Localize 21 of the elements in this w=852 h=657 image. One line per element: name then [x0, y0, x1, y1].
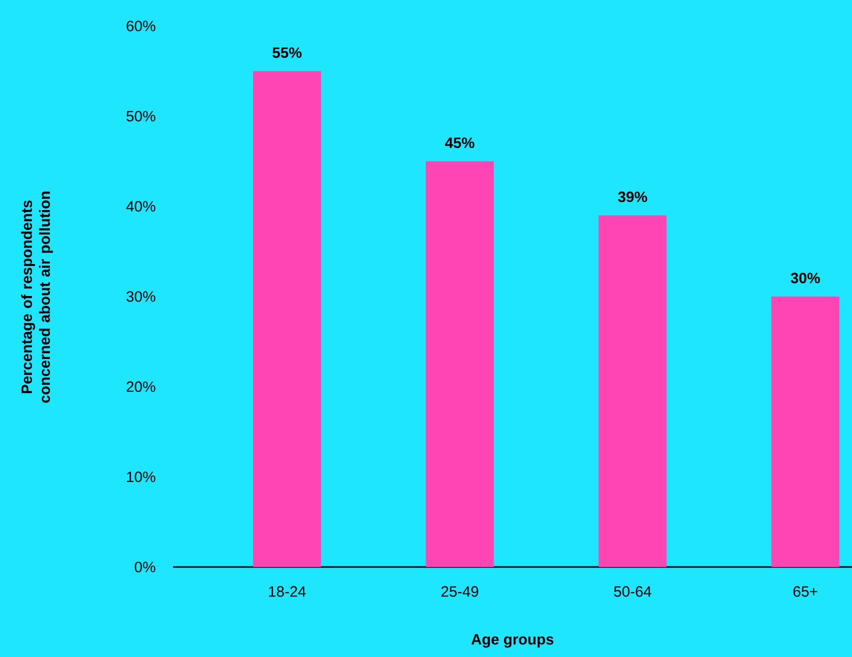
y-tick-label: 50%: [126, 110, 156, 122]
data-label: 39%: [618, 192, 648, 202]
y-tick-label: 10%: [127, 472, 156, 482]
y-tick-label: 0%: [134, 562, 156, 572]
data-label: 30%: [790, 272, 820, 284]
bar: [253, 71, 322, 567]
x-tick-label: 25-49: [441, 586, 478, 597]
x-tick-label: 65+: [793, 586, 818, 597]
bar: [771, 296, 840, 567]
y-tick-label: 60%: [126, 20, 156, 32]
y-axis-title: Percentage of respondents concerned about air pollution: [21, 192, 53, 403]
x-tick-label: 50-64: [614, 586, 652, 597]
y-tick-label: 20%: [126, 381, 156, 392]
x-axis-title: Age groups: [471, 634, 554, 648]
x-tick-label: 18-24: [269, 586, 306, 597]
bar: [426, 161, 494, 567]
y-tick-label: 30%: [126, 291, 156, 302]
y-tick-label: 40%: [126, 201, 156, 212]
data-label: 45%: [445, 138, 474, 148]
data-label: 55%: [272, 47, 302, 58]
bar: [598, 215, 667, 567]
